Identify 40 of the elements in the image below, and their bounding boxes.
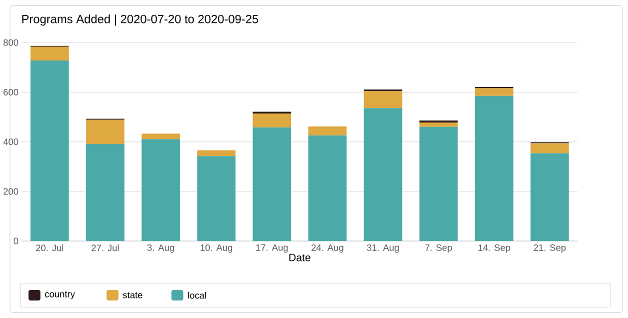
bar [30,60,69,242]
chart-title: Programs Added | 2020-07-20 to 2020-09-25 [22,14,258,26]
bar [252,127,292,242]
bar [364,108,402,242]
bar [530,143,569,154]
x-tick-label: 14. Sep [478,244,510,253]
bar [197,156,236,242]
bar [474,96,514,242]
x-tick-label: 20. Jul [36,244,64,252]
bar [86,120,124,144]
x-tick-label: 31. Aug [366,244,399,253]
bar [419,126,458,242]
x-tick-label: 17. Aug [256,244,288,253]
x-tick-label: 3. Aug [147,244,174,253]
bar [252,114,292,128]
bar [142,139,180,242]
legend-label: state [122,292,142,298]
bar [364,90,402,108]
x-tick-label: 24. Aug [312,244,344,253]
y-tick-label: 400 [3,138,18,146]
y-tick-label: 200 [4,188,18,195]
bar [530,153,569,242]
bar [419,122,458,127]
y-tick-label: 600 [4,88,18,96]
y-tick-label: 800 [3,39,18,46]
x-tick-label: 7. Sep [425,244,452,253]
bar [30,46,69,60]
bar [474,88,514,96]
legend-label: country [45,291,75,300]
bar [142,134,180,140]
y-tick-label: 0 [14,238,18,244]
bar [308,135,347,242]
x-tick-label: 27. Jul [92,244,119,252]
x-tick-label: 21. Sep [534,244,566,253]
bar [86,144,124,242]
x-tick-label: 10. Aug [200,244,232,253]
bar [308,126,347,136]
bar [197,150,236,156]
x-axis-title: Date [289,254,310,262]
legend-label: local [188,292,206,299]
